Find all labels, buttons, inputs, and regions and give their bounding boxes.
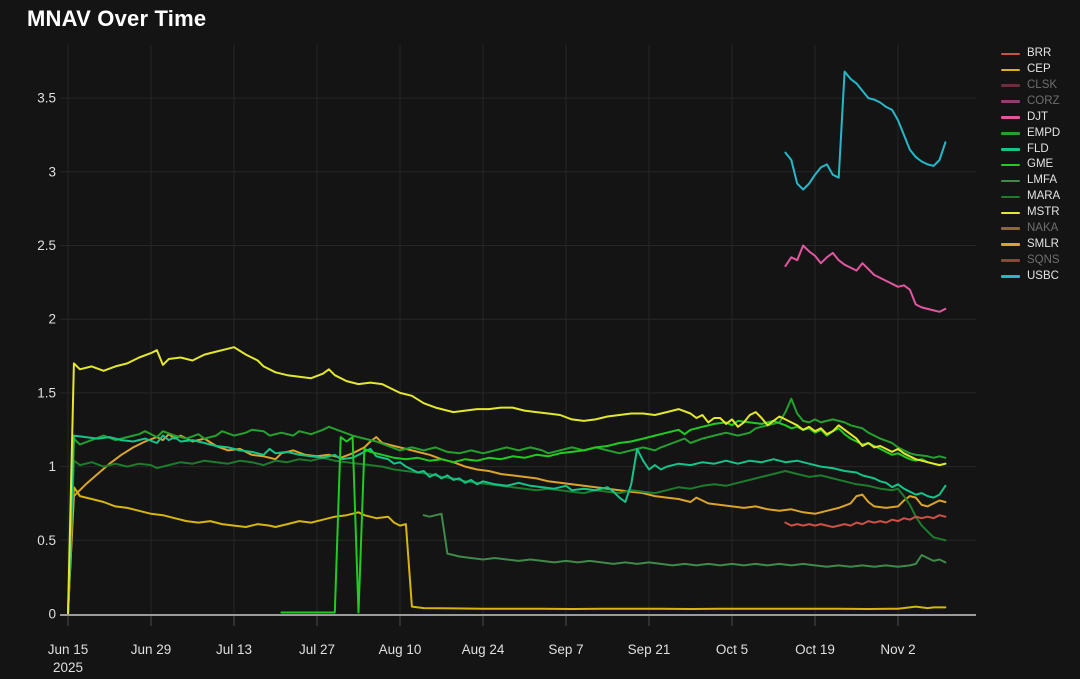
legend-item-SMLR[interactable]: SMLR — [1001, 237, 1080, 253]
legend-label-DJT: DJT — [1027, 110, 1049, 123]
legend-label-CORZ: CORZ — [1027, 94, 1060, 107]
legend-item-DJT[interactable]: DJT — [1001, 110, 1080, 126]
legend-item-BRR[interactable]: BRR — [1001, 46, 1080, 62]
x-axis-tick-label: Nov 2 — [880, 642, 915, 657]
y-axis-tick-label: 0.5 — [37, 533, 56, 548]
legend-swatch-USBC — [1001, 275, 1020, 278]
chart-title: MNAV Over Time — [27, 6, 207, 31]
y-axis-tick-label: 3.5 — [37, 91, 56, 106]
legend-swatch-EMPD — [1001, 132, 1020, 135]
series-layer — [67, 70, 947, 615]
y-axis-tick-label: 1.5 — [37, 385, 56, 400]
legend-item-EMPD[interactable]: EMPD — [1001, 125, 1080, 141]
series-line-BRR — [784, 514, 947, 528]
legend-label-CEP: CEP — [1027, 63, 1051, 76]
legend-item-CEP[interactable]: CEP — [1001, 62, 1080, 78]
series-line-CEP — [67, 486, 947, 615]
legend-label-USBC: USBC — [1027, 269, 1059, 282]
legend-swatch-CLSK — [1001, 84, 1020, 87]
y-axis-tick-label: 0 — [48, 607, 56, 622]
series-line-MSTR — [67, 346, 947, 615]
legend-item-LMFA[interactable]: LMFA — [1001, 173, 1080, 189]
y-axis-tick-label: 1 — [48, 459, 56, 474]
series-line-LMFA — [422, 512, 947, 568]
legend-label-NAKA: NAKA — [1027, 221, 1059, 234]
legend-item-MSTR[interactable]: MSTR — [1001, 205, 1080, 221]
legend-label-MARA: MARA — [1027, 190, 1061, 203]
legend-swatch-CORZ — [1001, 100, 1020, 103]
x-axis-tick-label: Jun 29 — [131, 642, 172, 657]
legend-swatch-FLD — [1001, 148, 1020, 151]
legend-label-BRR: BRR — [1027, 47, 1052, 60]
chart-legend: BRR CEP CLSK CORZ DJT EMPD FLD GME LMFA MARA MSTR N… — [1001, 46, 1080, 284]
legend-item-MARA[interactable]: MARA — [1001, 189, 1080, 205]
axis-layer: 0 0.5 1 1.5 2 2.5 3 3.5 Jun 15 2025 Jun 29 Jul 13 Ju… — [37, 91, 976, 675]
legend-swatch-SQNS — [1001, 259, 1020, 262]
x-axis-tick-label: Oct 5 — [716, 642, 748, 657]
legend-swatch-GME — [1001, 163, 1020, 167]
x-axis-tick-label: Jun 15 — [48, 642, 89, 657]
legend-label-MSTR: MSTR — [1027, 206, 1060, 219]
y-axis-tick-label: 3 — [48, 164, 56, 179]
x-axis-tick-label: Jul 27 — [299, 642, 335, 657]
legend-item-FLD[interactable]: FLD — [1001, 141, 1080, 157]
series-line-DJT — [784, 244, 947, 313]
legend-swatch-LMFA — [1001, 179, 1020, 183]
legend-label-FLD: FLD — [1027, 142, 1049, 155]
legend-label-SQNS: SQNS — [1027, 253, 1060, 266]
legend-item-NAKA[interactable]: NAKA — [1001, 221, 1080, 237]
legend-swatch-DJT — [1001, 116, 1020, 119]
legend-label-SMLR: SMLR — [1027, 237, 1059, 250]
x-axis-tick-label: Aug 10 — [379, 642, 422, 657]
legend-item-SQNS[interactable]: SQNS — [1001, 253, 1080, 269]
x-axis-tick-label: Sep 7 — [548, 642, 583, 657]
series-line-EMPD — [67, 397, 947, 615]
legend-label-LMFA: LMFA — [1027, 174, 1058, 187]
legend-swatch-SMLR — [1001, 243, 1020, 246]
legend-swatch-CEP — [1001, 68, 1020, 72]
y-axis-tick-label: 2.5 — [37, 238, 56, 253]
legend-label-GME: GME — [1027, 158, 1054, 171]
y-axis-tick-label: 2 — [48, 312, 56, 327]
legend-swatch-MARA — [1001, 195, 1020, 199]
legend-item-CORZ[interactable]: CORZ — [1001, 94, 1080, 110]
legend-label-CLSK: CLSK — [1027, 78, 1058, 91]
grid-layer — [60, 45, 976, 615]
legend-item-CLSK[interactable]: CLSK — [1001, 78, 1080, 94]
legend-swatch-BRR — [1001, 52, 1020, 56]
legend-swatch-NAKA — [1001, 227, 1020, 230]
x-axis-tick-label: Oct 19 — [795, 642, 835, 657]
x-axis-year-label: 2025 — [53, 660, 83, 675]
legend-item-USBC[interactable]: USBC — [1001, 268, 1080, 284]
series-line-SMLR — [67, 433, 947, 615]
legend-swatch-MSTR — [1001, 211, 1020, 215]
series-line-MARA — [67, 456, 947, 615]
series-line-FLD — [67, 434, 947, 615]
x-axis-tick-label: Sep 21 — [628, 642, 671, 657]
series-line-USBC — [784, 70, 947, 191]
x-axis-tick-label: Jul 13 — [216, 642, 252, 657]
legend-label-EMPD: EMPD — [1027, 126, 1061, 139]
x-axis-tick-label: Aug 24 — [462, 642, 505, 657]
legend-item-GME[interactable]: GME — [1001, 157, 1080, 173]
